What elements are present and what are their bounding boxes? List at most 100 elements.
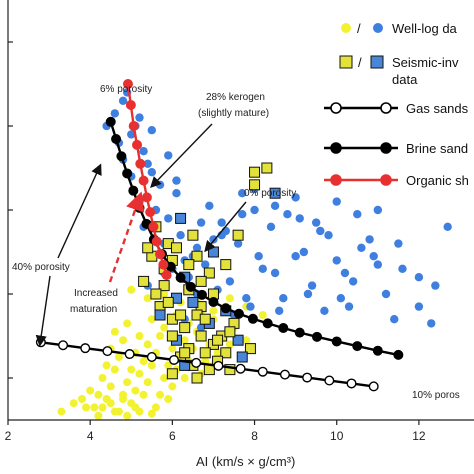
well-log-point-blue (147, 168, 157, 177)
forty-porosity-arrow-down (35, 275, 51, 347)
well-log-point-yellow (77, 395, 86, 403)
well-log-point-blue (320, 306, 329, 315)
well-log-point-yellow (106, 382, 115, 391)
well-log-point-blue (196, 323, 206, 332)
kerogen-arrow (150, 123, 213, 189)
well-log-point-yellow (147, 361, 156, 370)
ticks: 2 4 6 8 10 12 (5, 41, 426, 443)
seismic-square (191, 372, 203, 384)
brine-sands-point (312, 331, 323, 342)
well-log-point-yellow (213, 348, 222, 357)
seismic-square (212, 334, 224, 346)
well-log-point-blue (390, 315, 399, 324)
well-log-point-yellow (225, 294, 234, 303)
seismic-square (187, 229, 199, 241)
seismic-square (170, 242, 182, 254)
seismic-square (175, 212, 187, 224)
brine-sands-point (105, 116, 116, 127)
legend-blue-square (370, 55, 384, 69)
well-log-point-blue (373, 260, 383, 269)
well-log-point-blue (196, 218, 206, 227)
legend-label: Gas sands (406, 101, 469, 116)
gas-sands-line (40, 341, 374, 388)
seismic-square (166, 368, 178, 380)
well-log-point-yellow (151, 403, 160, 412)
seismic-square (261, 162, 273, 174)
well-log-point-blue (344, 302, 354, 311)
well-log-point-blue (217, 218, 226, 227)
legend: / Well-log da / Seismic-inv data Gas sands Bri… (324, 21, 469, 188)
seismic-square (244, 343, 256, 355)
well-log-point-yellow (90, 403, 99, 412)
well-log-point-yellow (69, 399, 78, 408)
organic-shales-point (138, 175, 149, 186)
well-log-point-yellow (98, 403, 107, 412)
seismic-square (142, 242, 154, 254)
seismic-square (232, 334, 244, 346)
well-log-point-yellow (119, 336, 128, 345)
gas-sands-point (169, 354, 180, 365)
well-log-point-yellow (164, 395, 173, 403)
well-log-point-blue (258, 264, 267, 273)
well-log-point-blue (353, 210, 362, 219)
well-log-point-blue (307, 281, 317, 290)
gas-sands-point (235, 363, 246, 374)
seismic-square (187, 296, 199, 308)
well-log-point-blue (233, 239, 243, 248)
legend-label: Seismic-inv (392, 55, 459, 70)
brine-sands-point (331, 336, 342, 347)
well-log-point-blue (242, 294, 251, 303)
legend-separator: / (358, 55, 362, 70)
legend-label: Organic sh (406, 173, 469, 188)
well-log-point-yellow (131, 386, 140, 395)
well-log-point-yellow (127, 285, 136, 294)
well-log-point-yellow (98, 374, 107, 382)
organic-shales-point (141, 192, 152, 203)
well-log-point-blue (164, 214, 173, 223)
brine-sands-point (116, 151, 127, 162)
well-log-point-blue (201, 260, 210, 269)
well-log-point-blue (394, 239, 403, 248)
seismic-square (269, 187, 281, 199)
annotation-six-porosity: 6% porosity (100, 84, 152, 95)
well-log-point-blue (135, 113, 144, 122)
well-log-point-yellow (147, 315, 156, 324)
legend-marker (330, 102, 342, 114)
seismic-square (236, 351, 248, 363)
well-log-point-blue (127, 130, 136, 139)
well-log-point-yellow (119, 390, 128, 399)
well-log-point-yellow (168, 344, 177, 353)
well-log-point-yellow (139, 390, 148, 399)
well-log-point-blue (172, 189, 181, 198)
gas-sands-point (58, 340, 69, 351)
well-log-point-yellow (147, 409, 156, 418)
well-log-point-yellow (106, 399, 115, 408)
well-log-point-yellow (209, 306, 218, 315)
legend-marker (380, 142, 392, 154)
well-log-point-yellow (94, 411, 103, 420)
well-log-point-yellow (242, 336, 251, 345)
well-log-point-blue (414, 302, 424, 311)
well-log-point-blue (176, 231, 185, 240)
legend-label: Brine sand (406, 141, 468, 156)
well-log-point-blue (266, 222, 276, 231)
seismic-square (224, 364, 236, 376)
seismic-square (191, 250, 203, 262)
gas-sands-point (80, 343, 91, 354)
brine-sands-point (175, 272, 186, 283)
seismic-square (203, 267, 215, 279)
brine-sands-point (294, 327, 305, 338)
well-log-point-yellow (164, 361, 173, 370)
brine-sands-point (262, 318, 273, 329)
seismic-square (199, 313, 211, 325)
well-log-point-blue (427, 319, 436, 328)
well-log-point-yellow (94, 390, 103, 399)
seismic-square (150, 288, 162, 300)
well-log-point-blue (225, 277, 235, 286)
gas-sands-point (213, 360, 224, 371)
legend-separator: / (357, 21, 361, 36)
seismic-square (207, 246, 219, 258)
well-log-point-blue (155, 180, 165, 189)
annotation-zero-porosity: 0% porosity (244, 188, 296, 199)
seismic-square (232, 229, 244, 241)
